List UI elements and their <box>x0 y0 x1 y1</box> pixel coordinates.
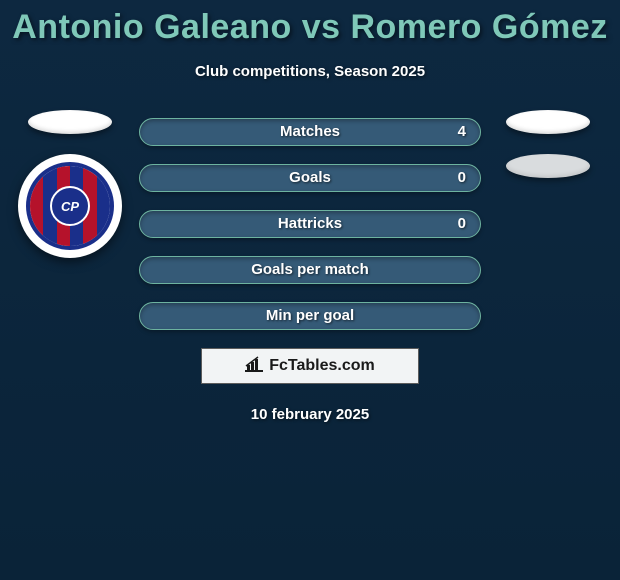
stat-value: 0 <box>458 211 466 236</box>
stat-row-hattricks: Hattricks 0 <box>139 210 481 238</box>
stripe-0 <box>30 166 43 246</box>
right-player-oval-2 <box>506 154 590 178</box>
stat-label: Matches <box>140 119 480 144</box>
stat-value: 0 <box>458 165 466 190</box>
watermark: FcTables.com <box>201 348 419 384</box>
stat-label: Goals per match <box>140 257 480 282</box>
stat-value: 4 <box>458 119 466 144</box>
watermark-text: FcTables.com <box>269 357 375 375</box>
stat-row-goals-per-match: Goals per match <box>139 256 481 284</box>
vs-text: vs <box>302 8 341 46</box>
competition-subtitle: Club competitions, Season 2025 <box>0 63 620 80</box>
stat-label: Min per goal <box>140 303 480 328</box>
badge-stripes: CP <box>26 162 114 250</box>
stat-row-goals: Goals 0 <box>139 164 481 192</box>
player1-name: Antonio Galeano <box>12 8 292 46</box>
player2-name: Romero Gómez <box>350 8 607 46</box>
right-player-oval-1 <box>506 110 590 134</box>
stats-section: CP Matches 4 Goals 0 Hattricks 0 Goals p… <box>0 118 620 330</box>
date-text: 10 february 2025 <box>0 406 620 423</box>
stat-rows: Matches 4 Goals 0 Hattricks 0 Goals per … <box>139 118 481 330</box>
stat-label: Goals <box>140 165 480 190</box>
right-player-column <box>496 110 600 178</box>
comparison-title: Antonio Galeano vs Romero Gómez <box>0 0 620 47</box>
stripe-5 <box>97 166 110 246</box>
stat-label: Hattricks <box>140 211 480 236</box>
left-player-oval <box>28 110 112 134</box>
stat-row-matches: Matches 4 <box>139 118 481 146</box>
chart-icon <box>245 356 263 377</box>
stat-row-min-per-goal: Min per goal <box>139 302 481 330</box>
badge-center-text: CP <box>50 186 90 226</box>
left-club-badge: CP <box>18 154 122 258</box>
left-player-column: CP <box>18 110 122 258</box>
